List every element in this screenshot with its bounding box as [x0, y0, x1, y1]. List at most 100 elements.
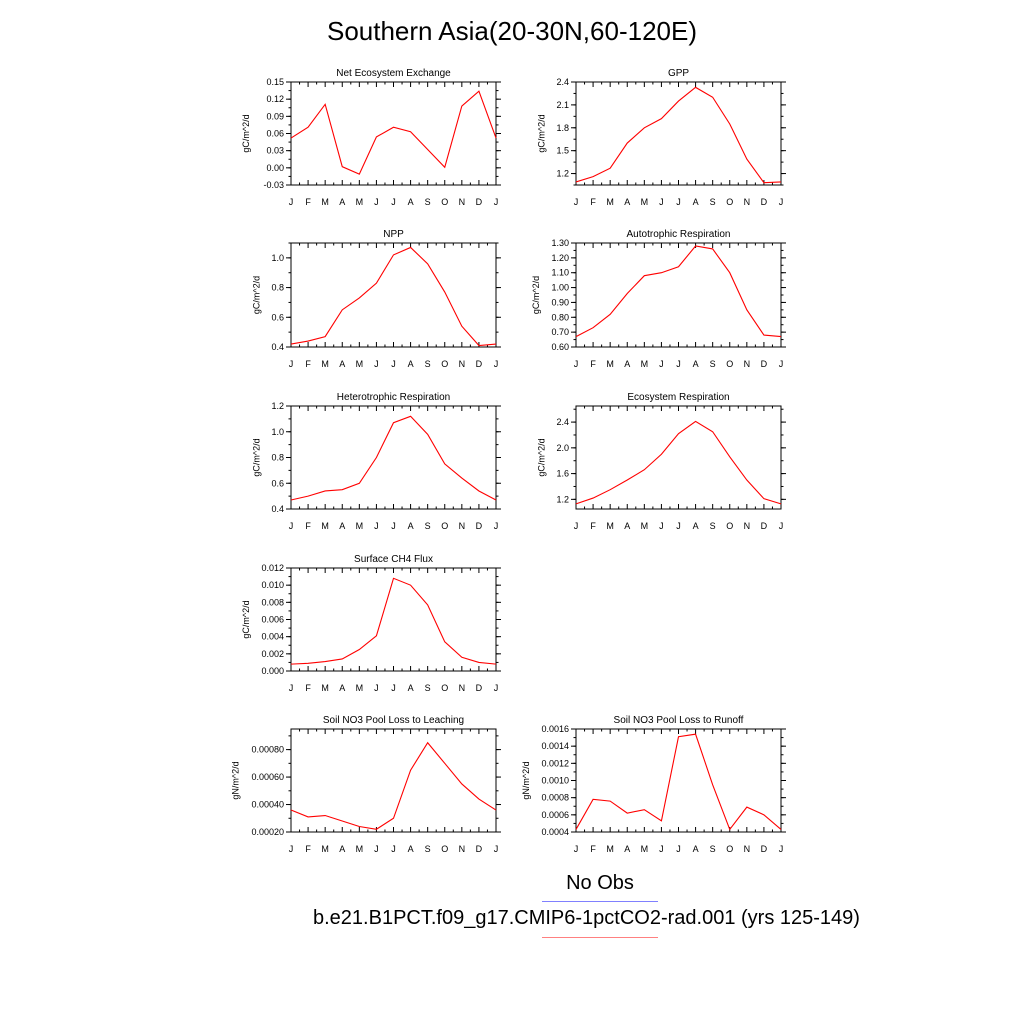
x-tick-label: O: [726, 521, 733, 531]
x-tick-label: D: [476, 844, 483, 854]
x-tick-label: J: [494, 844, 499, 854]
x-tick-label: J: [374, 197, 379, 207]
plot-frame: [290, 567, 497, 672]
x-tick-label: M: [641, 359, 649, 369]
x-tick-label: D: [476, 197, 483, 207]
x-tick-label: J: [574, 197, 579, 207]
x-tick-label: S: [425, 197, 431, 207]
x-tick-label: J: [574, 359, 579, 369]
x-tick-label: O: [441, 359, 448, 369]
panel-title: Ecosystem Respiration: [627, 392, 729, 403]
y-tick-label: 0.0006: [541, 810, 569, 820]
y-tick-label: 0.4: [271, 504, 284, 514]
y-tick-label: 2.0: [556, 443, 569, 453]
x-tick-label: J: [289, 844, 294, 854]
x-tick-label: N: [744, 521, 751, 531]
x-tick-label: A: [624, 359, 630, 369]
x-tick-label: D: [761, 521, 768, 531]
x-tick-label: J: [494, 683, 499, 693]
x-tick-label: J: [391, 683, 396, 693]
x-tick-label: D: [476, 359, 483, 369]
x-tick-label: J: [659, 359, 664, 369]
y-tick-label: 0.90: [551, 297, 569, 307]
x-tick-label: A: [624, 521, 630, 531]
series-line: [290, 90, 497, 175]
y-tick-label: 1.20: [551, 253, 569, 263]
x-tick-label: F: [590, 844, 596, 854]
y-axis-label: gN/m^2/d: [521, 761, 531, 799]
y-tick-label: 1.0: [271, 253, 284, 263]
x-tick-label: J: [574, 844, 579, 854]
x-tick-label: F: [305, 359, 311, 369]
series-line: [575, 86, 782, 184]
y-tick-label: 0.006: [261, 615, 284, 625]
y-axis-label: gC/m^2/d: [241, 114, 251, 152]
y-tick-label: 0.0012: [541, 758, 569, 768]
plot-frame: [575, 728, 782, 833]
x-tick-label: J: [494, 359, 499, 369]
plot-frame: [575, 242, 782, 348]
x-tick-label: S: [710, 521, 716, 531]
x-tick-label: O: [726, 197, 733, 207]
x-tick-label: O: [441, 683, 448, 693]
x-tick-label: M: [356, 359, 364, 369]
x-tick-label: J: [289, 197, 294, 207]
legend-label-obs: No Obs: [566, 872, 634, 894]
x-tick-label: J: [659, 521, 664, 531]
x-tick-label: A: [339, 844, 345, 854]
x-tick-label: F: [305, 197, 311, 207]
x-tick-label: A: [339, 197, 345, 207]
y-tick-label: 0.002: [261, 649, 284, 659]
x-tick-label: D: [761, 197, 768, 207]
y-tick-label: 1.2: [556, 169, 569, 179]
x-tick-label: A: [339, 521, 345, 531]
x-tick-label: F: [590, 359, 596, 369]
x-tick-label: J: [676, 844, 681, 854]
x-tick-label: N: [744, 359, 751, 369]
x-tick-label: N: [459, 359, 466, 369]
x-tick-label: D: [761, 844, 768, 854]
y-tick-label: 0.000: [261, 666, 284, 676]
x-tick-label: M: [641, 521, 649, 531]
x-tick-label: J: [659, 844, 664, 854]
x-tick-label: N: [459, 521, 466, 531]
x-tick-label: M: [606, 521, 614, 531]
y-tick-label: 0.03: [266, 146, 284, 156]
x-tick-label: F: [590, 521, 596, 531]
x-tick-label: J: [779, 844, 784, 854]
x-tick-label: N: [459, 197, 466, 207]
x-tick-label: A: [408, 197, 414, 207]
x-tick-label: A: [693, 359, 699, 369]
x-tick-label: D: [761, 359, 768, 369]
plot-frame: [290, 242, 497, 348]
y-tick-label: 0.00080: [251, 745, 284, 755]
x-tick-label: A: [693, 844, 699, 854]
legend-label-model: b.e21.B1PCT.f09_g17.CMIP6-1pctCO2-rad.00…: [313, 907, 860, 929]
x-tick-label: J: [391, 844, 396, 854]
x-tick-label: M: [356, 521, 364, 531]
x-tick-label: M: [321, 521, 329, 531]
x-tick-label: M: [606, 844, 614, 854]
y-tick-label: 0.004: [261, 632, 284, 642]
x-tick-label: D: [476, 521, 483, 531]
panel-1: J F M A M J J A S O N D J-0.030.000.030.060.090.120.…: [241, 68, 501, 207]
x-tick-label: J: [779, 359, 784, 369]
x-tick-label: J: [494, 197, 499, 207]
y-tick-label: 1.5: [556, 146, 569, 156]
y-tick-label: -0.03: [263, 180, 284, 190]
series-line: [290, 577, 497, 665]
x-tick-label: M: [641, 197, 649, 207]
y-tick-label: 0.0014: [541, 741, 569, 751]
x-tick-label: J: [374, 521, 379, 531]
y-axis-label: gN/m^2/d: [231, 761, 241, 799]
x-tick-label: J: [374, 359, 379, 369]
plot-frame: [290, 81, 497, 186]
legend-line-obs: [542, 901, 658, 902]
x-tick-label: A: [693, 521, 699, 531]
x-tick-label: J: [374, 844, 379, 854]
x-tick-label: M: [321, 197, 329, 207]
y-tick-label: 0.80: [551, 312, 569, 322]
